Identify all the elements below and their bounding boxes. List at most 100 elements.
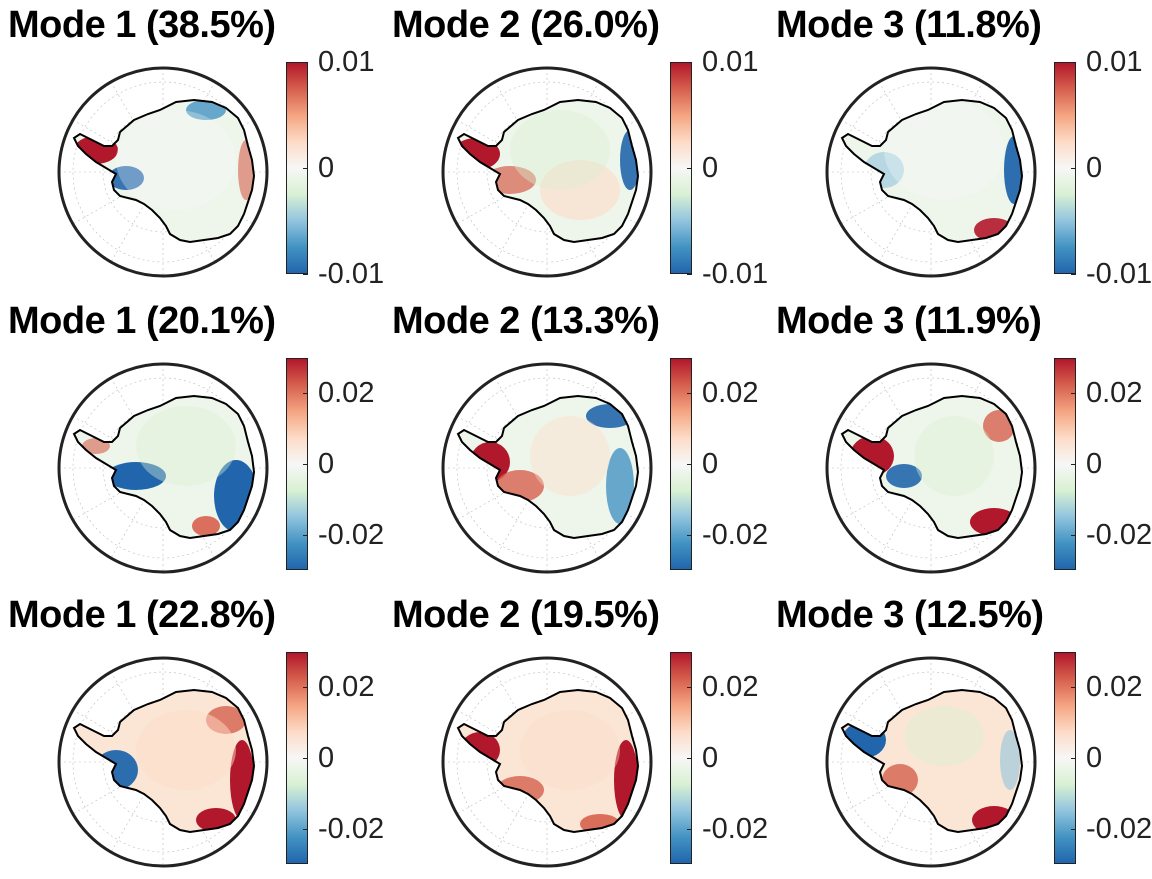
colorbar-tick-label: 0 [318, 448, 335, 480]
polar-map [825, 66, 1037, 278]
coastline [456, 394, 640, 540]
colorbar-tick-label: 0.02 [702, 377, 759, 410]
colorbar-tick-mark [303, 687, 308, 689]
colorbar-tick-mark [1071, 62, 1076, 63]
colorbar-tick-mark [1071, 534, 1076, 536]
coastline [72, 98, 256, 244]
colorbar-tick-label: 0 [1086, 448, 1103, 480]
colorbar-tick-label: 0.01 [1086, 46, 1143, 78]
colorbar-tick-label: -0.01 [1086, 258, 1152, 290]
colorbar-tick-mark [687, 274, 692, 275]
coastline [840, 394, 1024, 540]
field-patch [606, 448, 634, 524]
coastline [456, 688, 640, 834]
colorbar-tick-mark [687, 758, 692, 759]
colorbar-tick-label: 0 [702, 152, 719, 184]
map-boundary-circle [441, 656, 653, 868]
field-layer [74, 396, 254, 538]
colorbar-tick-label: -0.02 [318, 518, 385, 551]
map-boundary-circle [825, 656, 1037, 868]
colorbar-tick-label: 0 [318, 152, 335, 184]
field-patch [520, 710, 620, 790]
colorbar-tick-label: 0 [1086, 742, 1103, 774]
field-layer [842, 100, 1022, 242]
colorbar-tick-label: 0.02 [1086, 671, 1143, 704]
polar-map [441, 656, 653, 868]
map-panel: Mode 3 (12.5%) 0.02 0 -0.02 [768, 590, 1152, 879]
map-boundary-circle [57, 362, 269, 574]
colorbar-tick-mark [1071, 393, 1076, 395]
field-layer [458, 100, 638, 242]
coastline [72, 394, 256, 540]
map-boundary-circle [825, 66, 1037, 278]
coastline [456, 98, 640, 244]
colorbar-tick-mark [687, 168, 692, 169]
coastline [72, 688, 256, 834]
field-patch [136, 406, 236, 486]
polar-map [57, 656, 269, 868]
map-panel: Mode 2 (13.3%) 0.02 0 -0.02 [384, 296, 768, 585]
colorbar-tick-mark [303, 274, 308, 275]
polar-map [57, 66, 269, 278]
colorbar-tick-mark [1071, 687, 1076, 689]
map-boundary-circle [441, 66, 653, 278]
polar-map [57, 362, 269, 574]
colorbar-tick-label: 0.02 [318, 671, 375, 704]
colorbar-tick-mark [303, 758, 308, 759]
polar-map [825, 656, 1037, 868]
map-panel: Mode 3 (11.9%) 0.02 0 -0.02 [768, 296, 1152, 585]
field-patch [458, 138, 500, 170]
panel-title: Mode 2 (19.5%) [392, 594, 660, 636]
colorbar-tick-mark [1071, 758, 1076, 759]
colorbar-tick-label: 0 [702, 448, 719, 480]
colorbar-tick-label: -0.02 [318, 812, 385, 845]
colorbar-tick-mark [303, 393, 308, 395]
colorbar-tick-mark [1071, 168, 1076, 169]
field-patch [192, 516, 220, 536]
panel-title: Mode 1 (22.8%) [8, 594, 276, 636]
panel-title: Mode 3 (11.9%) [776, 300, 1042, 342]
colorbar-tick-label: 0.02 [702, 671, 759, 704]
colorbar-tick-mark [303, 62, 308, 63]
field-patch [186, 100, 226, 120]
map-boundary-circle [57, 656, 269, 868]
field-patch [106, 462, 166, 490]
map-panel: Mode 1 (22.8%) 0.02 0 -0.02 [0, 590, 384, 879]
field-patch [886, 464, 922, 488]
colorbar-tick-mark [1071, 828, 1076, 830]
colorbar-tick-mark [687, 534, 692, 536]
field-patch [914, 416, 994, 496]
colorbar-tick-label: 0.02 [1086, 377, 1143, 410]
panel-title: Mode 2 (13.3%) [392, 300, 660, 342]
colorbar-tick-mark [1071, 464, 1076, 465]
colorbar-tick-mark [687, 393, 692, 395]
colorbar-tick-mark [1071, 274, 1076, 275]
field-patch [1000, 730, 1020, 790]
panel-title: Mode 1 (38.5%) [8, 4, 276, 46]
map-panel: Mode 1 (38.5%) 0.01 0 -0.01 [0, 0, 384, 289]
colorbar-tick-mark [687, 828, 692, 830]
colorbar-tick-label: -0.02 [1086, 518, 1152, 551]
panel-title: Mode 3 (11.8%) [776, 4, 1042, 46]
colorbar-tick-label: -0.02 [702, 812, 769, 845]
polar-map [441, 66, 653, 278]
coastline [840, 688, 1024, 834]
colorbar-tick-mark [303, 828, 308, 830]
colorbar-tick-mark [687, 62, 692, 63]
colorbar-tick-label: 0 [1086, 152, 1103, 184]
field-patch [540, 160, 620, 220]
panel-title: Mode 2 (26.0%) [392, 4, 660, 46]
colorbar-tick-label: -0.02 [702, 518, 769, 551]
colorbar-tick-label: 0 [318, 742, 335, 774]
colorbar-tick-mark [687, 464, 692, 465]
field-patch [108, 166, 144, 190]
colorbar-tick-label: 0 [702, 742, 719, 774]
field-layer [842, 690, 1022, 832]
field-patch [884, 100, 1004, 200]
map-panel: Mode 2 (26.0%) 0.01 0 -0.01 [384, 0, 768, 289]
colorbar-tick-mark [303, 464, 308, 465]
field-patch [136, 710, 236, 790]
colorbar-tick-label: -0.01 [702, 258, 769, 290]
field-layer [74, 100, 254, 242]
colorbar-tick-label: 0.01 [702, 46, 759, 78]
